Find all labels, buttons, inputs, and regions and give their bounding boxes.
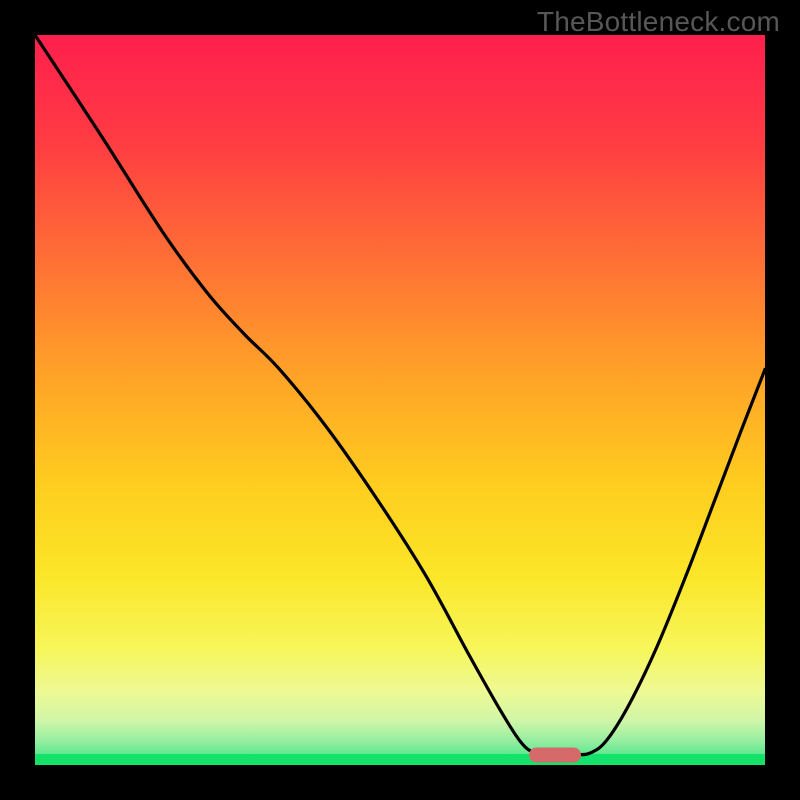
gradient-background xyxy=(35,35,765,765)
green-baseline-strip xyxy=(35,754,765,765)
plot-area xyxy=(35,35,765,765)
watermark-text: TheBottleneck.com xyxy=(537,6,780,38)
optimal-marker xyxy=(529,747,581,762)
